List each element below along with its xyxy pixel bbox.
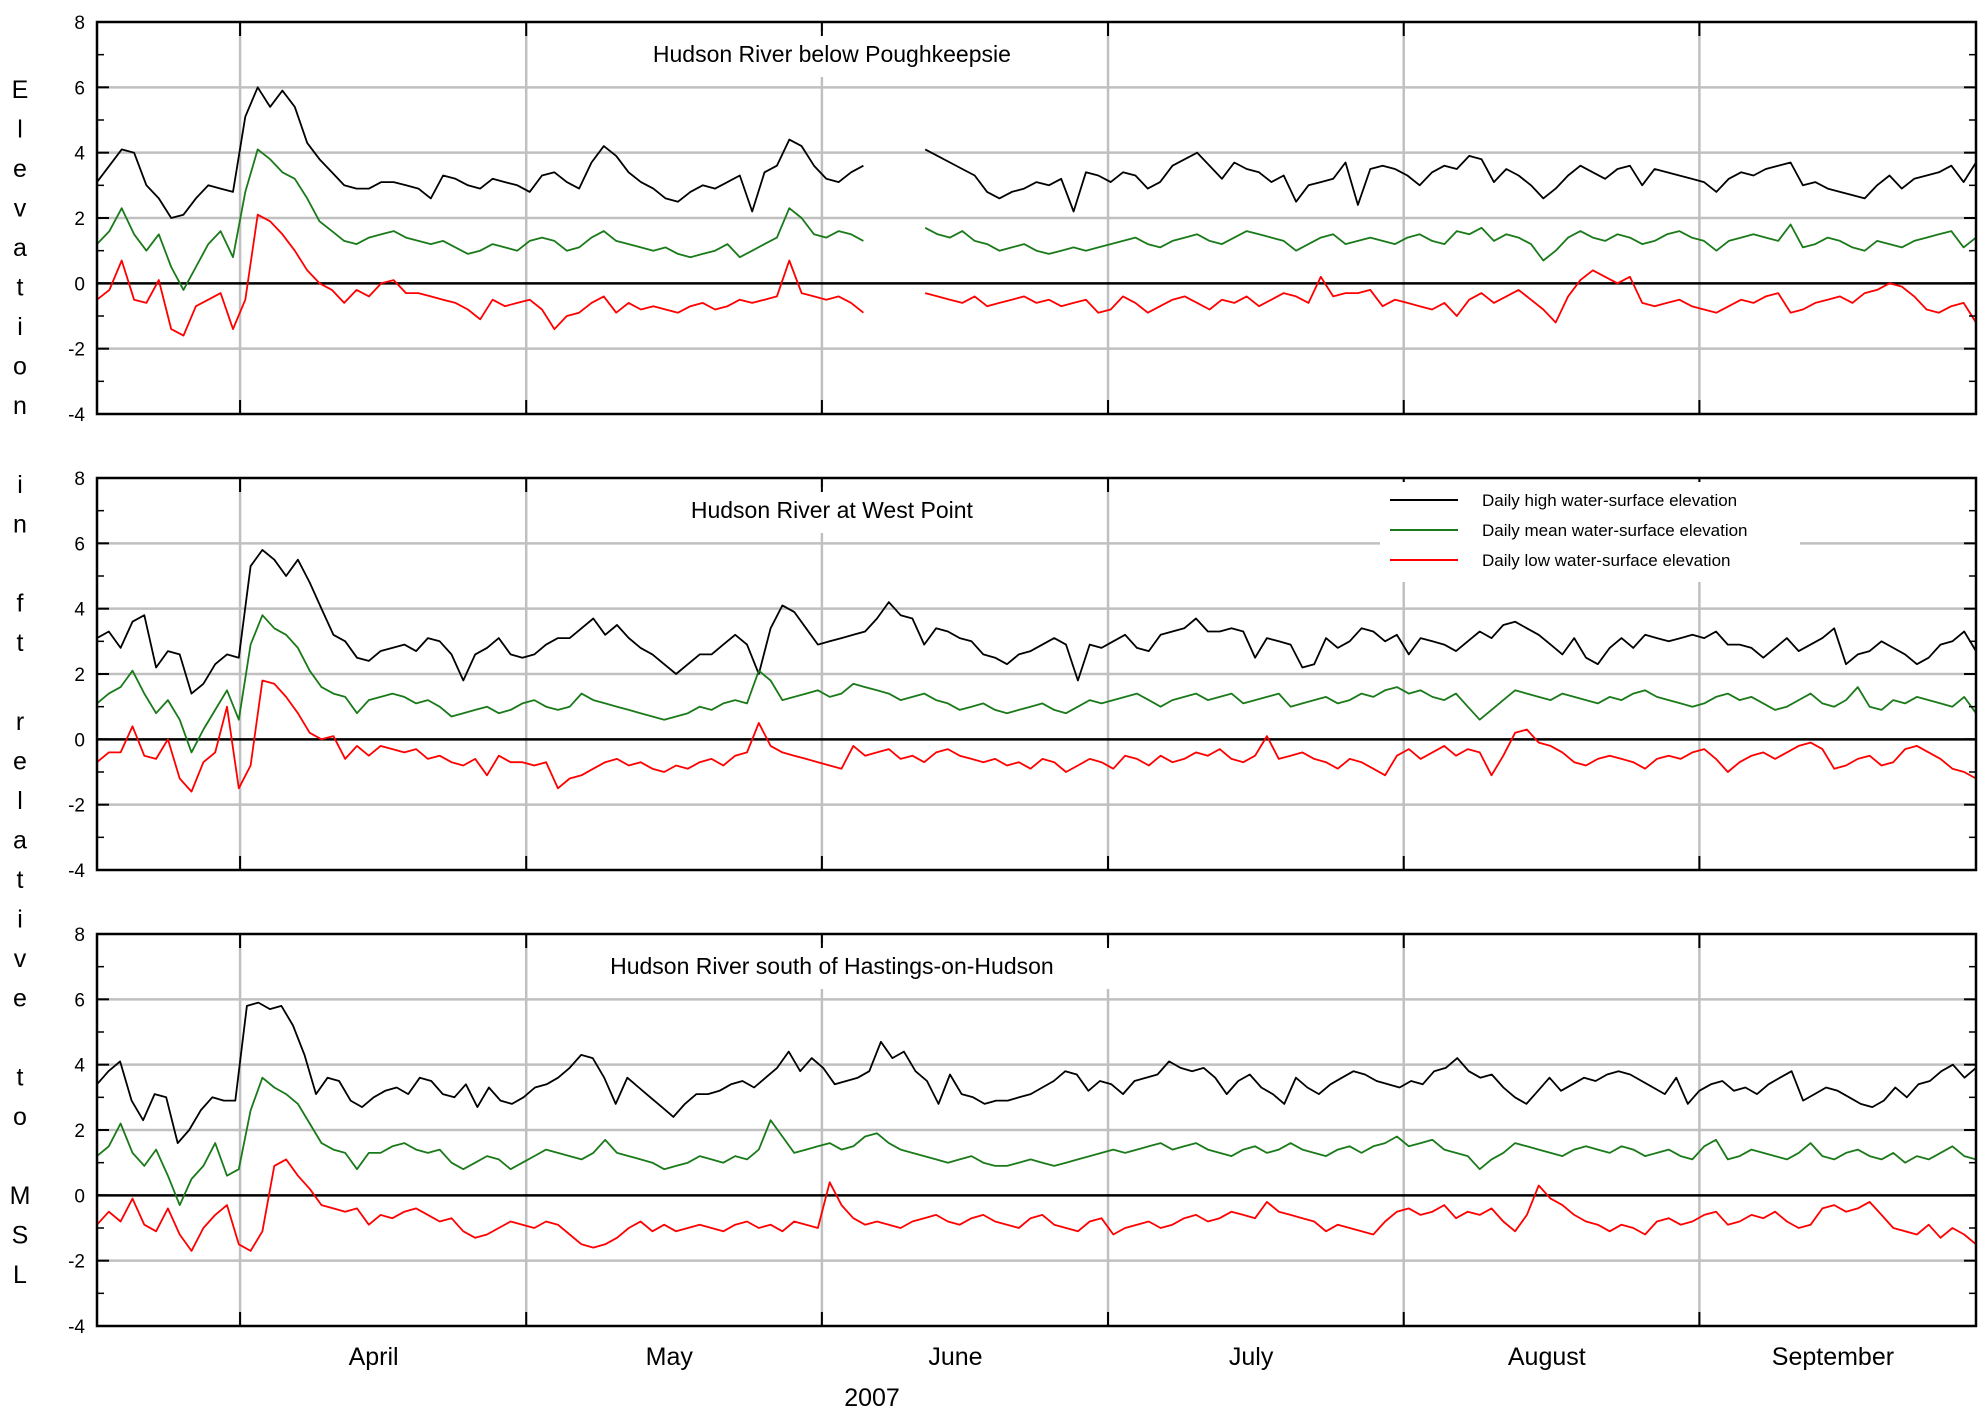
x-month-label: July (1229, 1343, 1274, 1371)
series-line-low (96, 679, 1977, 793)
y-tick-label: -2 (68, 340, 85, 361)
y-tick-label: 6 (74, 78, 85, 99)
y-tick-label: 4 (74, 144, 85, 165)
series-line-high (96, 86, 1977, 219)
y-axis-title-char: e (13, 748, 27, 776)
y-axis-title-char (17, 1143, 24, 1171)
y-axis-title-char: l (17, 787, 23, 815)
y-axis-title-char: n (13, 392, 27, 420)
x-axis: April May June July August September (349, 1343, 1894, 1371)
y-tick-label: -4 (68, 405, 85, 426)
y-axis-title-char: n (13, 511, 27, 539)
chart-panels: Hudson River below Poughkeepsie 8 6 4 2 0 -2 -4… (68, 13, 1978, 1338)
series-line-low (96, 1158, 1977, 1252)
y-axis-title-char: e (13, 155, 27, 183)
y-axis-title-char: o (13, 353, 27, 381)
y-tick-label: -4 (68, 861, 85, 882)
y-axis-title-char (17, 669, 24, 697)
panel-title: Hudson River at West Point (691, 497, 974, 523)
y-axis-title-char: S (12, 1222, 29, 1250)
x-month-label: September (1772, 1343, 1894, 1371)
panel-title: Hudson River below Poughkeepsie (653, 41, 1011, 67)
y-axis-title-char (17, 432, 24, 460)
y-tick-label: 8 (74, 13, 85, 34)
series-line-mean (96, 148, 1977, 291)
legend-label: Daily high water-surface elevation (1482, 491, 1737, 510)
series-line-mean (96, 1076, 1977, 1206)
x-month-label: August (1508, 1343, 1586, 1371)
y-tick-label: 2 (74, 1121, 85, 1142)
y-axis-title-char: l (17, 116, 23, 144)
legend: Daily high water-surface elevation Daily … (1380, 482, 1800, 582)
series-line-low (96, 213, 1977, 337)
y-tick-label: 8 (74, 469, 85, 490)
y-tick-label: 8 (74, 925, 85, 946)
panel-2: Hudson River at West Point 8 6 4 2 0 -2 -4 Daily… (68, 469, 1978, 882)
y-tick-label: 4 (74, 1056, 85, 1077)
x-month-label: June (928, 1343, 982, 1371)
panel-1: Hudson River below Poughkeepsie 8 6 4 2 0 -2 -4 (68, 13, 1978, 426)
y-tick-label: 6 (74, 534, 85, 555)
legend-label: Daily mean water-surface elevation (1482, 521, 1748, 540)
y-axis-title-char: i (17, 471, 23, 499)
y-axis-title-char: t (17, 629, 24, 657)
y-axis-title-char (17, 1024, 24, 1052)
series-line-mean (96, 614, 1977, 754)
y-axis-title-char: v (14, 195, 27, 223)
title-background (550, 943, 1114, 989)
y-axis-title-char: v (14, 945, 27, 973)
y-axis-title-char: o (13, 1103, 27, 1131)
x-month-label: April (349, 1343, 399, 1371)
y-tick-label: 0 (74, 1186, 85, 1207)
y-axis-title-char: t (17, 274, 24, 302)
y-tick-label: -4 (68, 1317, 85, 1338)
y-axis-title-char: r (16, 708, 24, 736)
series-line-high (96, 1001, 1977, 1144)
y-tick-label: -2 (68, 1252, 85, 1273)
y-axis-title-char: t (17, 866, 24, 894)
y-axis-title-char: E (12, 76, 29, 104)
y-tick-label: 0 (74, 274, 85, 295)
x-axis-title: 2007 (844, 1384, 900, 1412)
y-axis-title-char: a (13, 827, 27, 855)
y-tick-label: 4 (74, 600, 85, 621)
y-axis-title-char: M (10, 1182, 31, 1210)
legend-background (1380, 482, 1800, 582)
y-axis-title-char: t (17, 1064, 24, 1092)
title-background (630, 487, 1034, 533)
panel-3: Hudson River south of Hastings-on-Hudson… (68, 925, 1978, 1338)
y-axis-title-char: i (17, 313, 23, 341)
panel-title: Hudson River south of Hastings-on-Hudson (610, 953, 1054, 979)
legend-label: Daily low water-surface elevation (1482, 551, 1731, 570)
y-axis-title-char: e (13, 985, 27, 1013)
x-month-label: May (646, 1343, 694, 1371)
series-line-high (96, 549, 1977, 695)
y-axis-title-char: L (13, 1261, 27, 1289)
y-tick-label: 0 (74, 730, 85, 751)
y-tick-label: 2 (74, 209, 85, 230)
title-background (592, 31, 1071, 77)
y-tick-label: -2 (68, 796, 85, 817)
y-axis-title-char: a (13, 234, 27, 262)
y-axis-title-char: f (17, 590, 24, 618)
y-tick-label: 6 (74, 990, 85, 1011)
y-axis-title-char (17, 550, 24, 578)
y-axis-title-char: i (17, 906, 23, 934)
y-tick-label: 2 (74, 665, 85, 686)
